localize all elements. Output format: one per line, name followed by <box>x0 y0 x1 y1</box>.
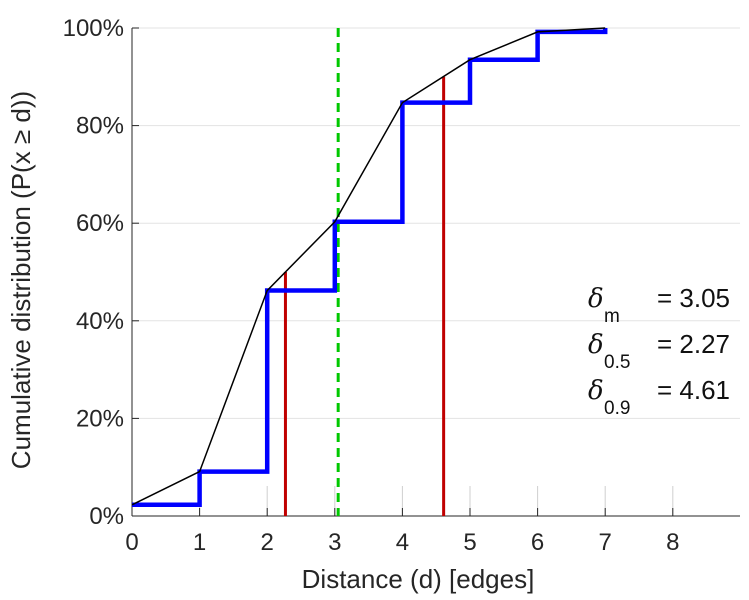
x-tick-label: 7 <box>599 529 612 556</box>
y-tick-label: 80% <box>76 113 124 140</box>
x-tick-label: 0 <box>125 529 138 556</box>
x-tick-label: 4 <box>396 529 409 556</box>
x-axis-title: Distance (d) [edges] <box>302 564 535 594</box>
stat-value: = 3.05 <box>657 283 730 313</box>
y-tick-label: 20% <box>76 405 124 432</box>
tick-labels: 0% 20% 40% 60% 80% 100% 0 1 2 3 4 5 6 7 8 <box>63 15 680 556</box>
stat-symbol: δ <box>588 376 604 406</box>
y-tick-label: 100% <box>63 15 124 42</box>
stat-value: = 4.61 <box>657 375 730 405</box>
x-tick-label: 6 <box>531 529 544 556</box>
markers <box>283 28 446 516</box>
x-tick-label: 3 <box>328 529 341 556</box>
x-tick-label: 8 <box>666 529 679 556</box>
interpolated-series-line <box>131 27 606 506</box>
y-tick-label: 60% <box>76 210 124 237</box>
x-tick-label: 5 <box>463 529 476 556</box>
y-tick-label: 0% <box>89 503 124 530</box>
series <box>131 27 608 508</box>
stat-symbol: δ <box>588 284 604 314</box>
stat-subscript: m <box>604 306 620 327</box>
stat-subscript: 0.5 <box>604 352 630 373</box>
x-tick-label: 1 <box>193 529 206 556</box>
x-tick-label: 2 <box>261 529 274 556</box>
axes <box>131 27 740 517</box>
y-axis-title: Cumulative distribution (P(x ≥ d)) <box>6 91 36 469</box>
stat-value: = 2.27 <box>657 329 730 359</box>
step-series-line <box>132 28 608 508</box>
stat-subscript: 0.9 <box>604 398 630 419</box>
stat-symbol: δ <box>588 330 604 360</box>
y-tick-label: 40% <box>76 308 124 335</box>
